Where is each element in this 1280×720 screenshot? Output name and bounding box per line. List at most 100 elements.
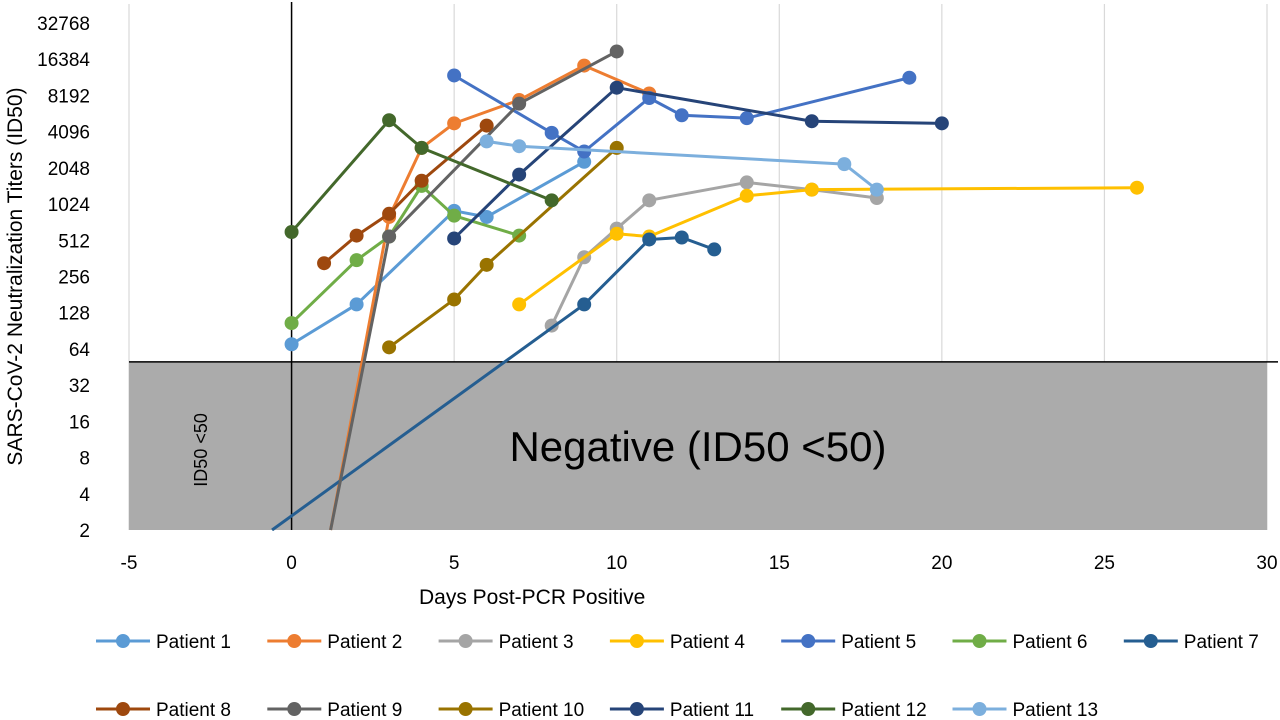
data-point [674, 230, 689, 245]
series-8 [317, 118, 494, 271]
data-point [284, 316, 299, 331]
legend-item-5: Patient 5 [781, 632, 916, 653]
data-point [447, 208, 462, 223]
legend-label: Patient 13 [1013, 700, 1099, 720]
y-tick-label: 4 [79, 485, 90, 506]
series-line [518, 186, 1137, 306]
data-point [512, 139, 527, 154]
legend-label: Patient 5 [841, 632, 916, 653]
y-tick-label: 128 [58, 304, 90, 325]
data-point [382, 340, 397, 355]
data-point [447, 116, 462, 131]
legend-swatch-marker [116, 634, 130, 648]
data-point [382, 113, 397, 128]
series-line [290, 184, 520, 325]
data-point [869, 182, 884, 197]
data-point [349, 228, 364, 243]
series-line [290, 118, 553, 233]
x-tick-label: 10 [606, 553, 627, 574]
data-point [512, 297, 527, 312]
series-7 [271, 230, 722, 531]
y-tick-label: 8 [79, 449, 90, 470]
y-axis-title: SARS-CoV-2 Neutralization Titers (ID50) [4, 87, 27, 465]
legend-label: Patient 7 [1184, 632, 1259, 653]
data-point [609, 226, 624, 241]
x-tick-label: 25 [1094, 553, 1115, 574]
legend-swatch-marker [801, 702, 816, 716]
data-point [642, 232, 657, 247]
legend-item-6: Patient 6 [952, 632, 1088, 653]
legend-swatch-marker [458, 634, 473, 648]
y-tick-label: 32 [69, 376, 90, 397]
threshold-label: ID50 <50 [191, 413, 211, 487]
y-tick-label: 16384 [37, 50, 90, 71]
data-point [609, 80, 624, 95]
series-line [329, 50, 618, 531]
x-tick-label: 30 [1256, 553, 1277, 574]
legend-swatch-marker [629, 702, 644, 716]
legend-item-2: Patient 2 [267, 632, 402, 653]
legend-label: Patient 10 [499, 700, 585, 720]
data-point [349, 253, 364, 268]
legend-swatch-marker [116, 702, 130, 716]
data-point [934, 116, 949, 131]
y-tick-label: 1024 [48, 195, 91, 216]
legend-item-1: Patient 1 [96, 632, 231, 653]
x-tick-label: 0 [286, 553, 297, 574]
legend-label: Patient 2 [327, 632, 402, 653]
legend-item-9: Patient 9 [267, 700, 402, 720]
data-point [739, 175, 754, 190]
legend-item-12: Patient 12 [781, 700, 927, 720]
y-tick-label: 2 [79, 521, 90, 542]
series-layer [271, 44, 1144, 531]
series-4 [512, 180, 1144, 312]
data-point [317, 256, 332, 271]
x-tick-labels: -5 0 5 10 15 20 25 30 [121, 553, 1278, 574]
legend-label: Patient 8 [156, 700, 231, 720]
series-line [323, 124, 488, 265]
series-13 [479, 134, 884, 197]
y-tick-label: 32768 [37, 14, 90, 35]
data-point [902, 70, 917, 85]
data-point [674, 108, 689, 123]
legend: Patient 1 Patient 2 Patient 3 Patient 4 Pati… [96, 632, 1259, 720]
legend-label: Patient 11 [670, 700, 754, 720]
y-tick-label: 8192 [48, 86, 90, 107]
negative-region-label: Negative (ID50 <50) [509, 423, 886, 470]
legend-label: Patient 4 [670, 632, 745, 653]
series-9 [329, 44, 624, 531]
data-point [609, 44, 624, 59]
legend-item-13: Patient 13 [952, 700, 1099, 720]
data-point [577, 154, 592, 169]
y-tick-label: 2048 [48, 159, 90, 180]
data-point [577, 144, 592, 159]
data-point [804, 114, 819, 129]
legend-label: Patient 9 [327, 700, 402, 720]
y-tick-labels: 2 4 8 16 32 64 128 256 512 1024 2048 4096 8192 16384 3… [37, 14, 90, 542]
data-point [577, 297, 592, 312]
data-point [414, 173, 429, 188]
legend-swatch-marker [1143, 634, 1158, 648]
y-tick-label: 4096 [48, 123, 90, 144]
data-point [739, 188, 754, 203]
legend-item-7: Patient 7 [1123, 632, 1259, 653]
data-point [544, 193, 559, 208]
x-tick-label: 5 [449, 553, 460, 574]
legend-item-4: Patient 4 [609, 632, 745, 653]
data-point [707, 242, 722, 257]
legend-swatch-marker [972, 634, 987, 648]
y-tick-label: 16 [69, 412, 90, 433]
legend-label: Patient 6 [1013, 632, 1088, 653]
legend-item-10: Patient 10 [438, 700, 585, 720]
data-point [804, 182, 819, 197]
data-point [1129, 180, 1144, 195]
data-point [349, 297, 364, 312]
data-point [544, 125, 559, 140]
data-point [512, 167, 527, 182]
y-tick-label: 256 [58, 268, 90, 289]
series-11 [447, 80, 949, 246]
legend-label: Patient 1 [156, 632, 231, 653]
data-point [479, 134, 494, 149]
x-tick-label: 15 [769, 553, 790, 574]
